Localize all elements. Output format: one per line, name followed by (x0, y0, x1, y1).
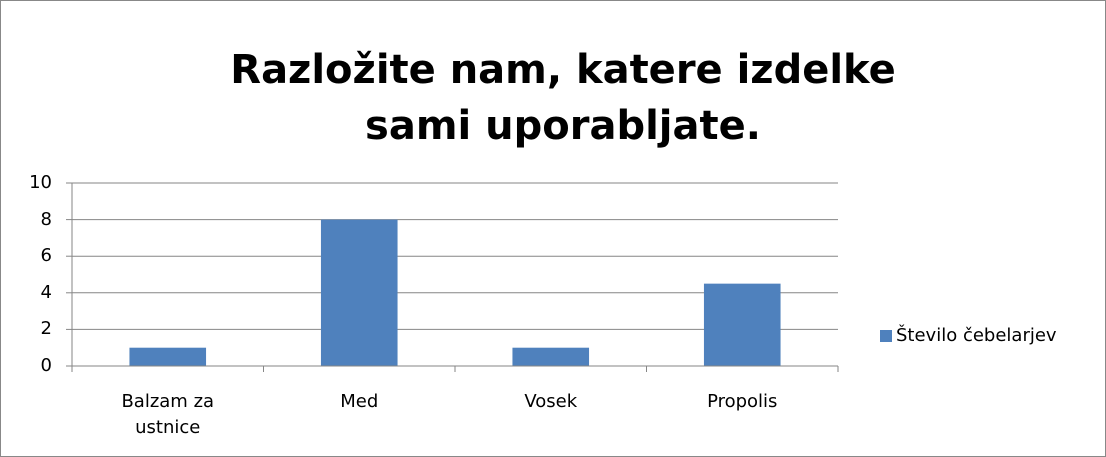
bar (129, 347, 207, 366)
y-tick-label: 2 (40, 318, 52, 340)
y-tick-label: 10 (29, 172, 52, 193)
y-tick-label: 4 (40, 281, 52, 303)
chart-title: Razložite nam, katere izdelke sami upora… (230, 47, 896, 149)
bar (703, 283, 781, 366)
x-tick-label: Vosek (524, 391, 578, 412)
x-tick-label: Med (340, 391, 379, 412)
x-tick-label: Balzam za ustnice (121, 391, 215, 438)
y-tick-label: 6 (40, 245, 52, 267)
legend-label: Število čebelarjev (896, 325, 1057, 346)
bar (512, 347, 590, 366)
legend-swatch (880, 330, 892, 342)
bar (320, 219, 398, 366)
x-tick-label: Propolis (707, 391, 778, 412)
y-tick-label: 0 (40, 355, 52, 376)
y-tick-label: 8 (40, 208, 52, 230)
